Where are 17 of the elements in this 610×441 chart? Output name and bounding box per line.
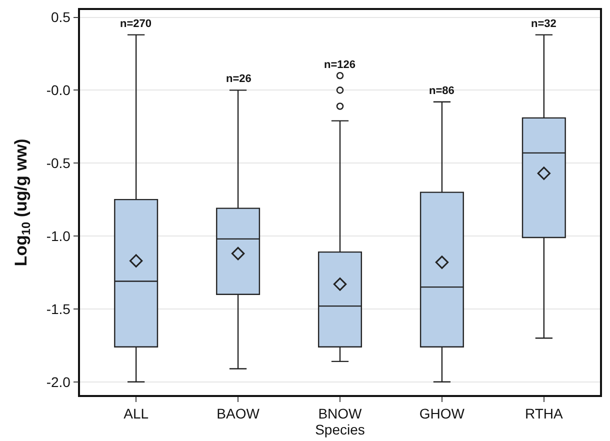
y-tick-label: -2.0: [46, 374, 71, 390]
x-tick-label: RTHA: [524, 406, 564, 422]
x-axis-title: Species: [315, 422, 365, 438]
annotation: n=32: [531, 18, 556, 30]
x-tick-label: GHOW: [419, 406, 466, 422]
annotation: n=270: [120, 18, 152, 30]
annotation: n=26: [226, 73, 252, 85]
x-tick-label: BNOW: [318, 406, 363, 422]
y-tick-label: -1.0: [46, 228, 71, 244]
x-tick-label: BAOW: [216, 406, 260, 422]
annotation: n=126: [324, 59, 356, 71]
x-tick-label: ALL: [124, 406, 149, 422]
annotation: n=86: [429, 85, 454, 97]
y-tick-label: -1.5: [46, 300, 71, 317]
y-tick-label: -0.5: [46, 155, 71, 172]
y-tick-label: -0.0: [46, 82, 71, 98]
y-tick-label: 0.5: [50, 9, 71, 26]
